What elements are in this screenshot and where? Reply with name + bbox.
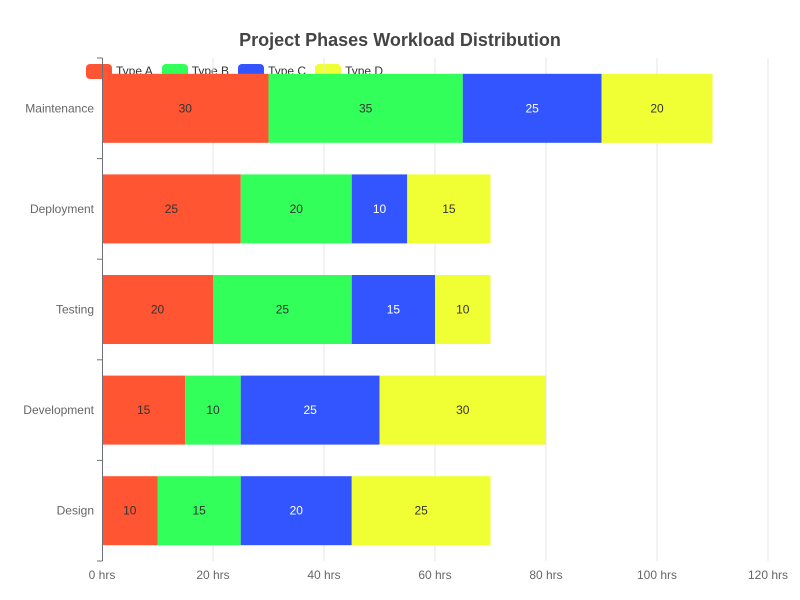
bar-segment xyxy=(379,375,546,445)
bar-segment xyxy=(351,174,408,244)
bar-segment xyxy=(601,73,713,143)
x-tick-label: 100 hrs xyxy=(637,568,677,582)
data-label: 35 xyxy=(359,101,373,115)
bar-segment xyxy=(102,476,158,546)
bar-segment xyxy=(351,476,491,546)
data-label: 10 xyxy=(123,504,137,518)
data-label: 25 xyxy=(276,303,290,317)
bar-segment xyxy=(351,275,435,344)
bar-segment xyxy=(213,275,352,344)
y-tick-label: Testing xyxy=(56,303,94,317)
bar-segment xyxy=(407,174,491,244)
data-label: 15 xyxy=(387,303,401,317)
data-label: 15 xyxy=(442,202,456,216)
data-label: 10 xyxy=(373,202,387,216)
data-label: 30 xyxy=(456,403,470,417)
data-label: 20 xyxy=(151,303,165,317)
bar-segment xyxy=(102,73,269,143)
data-label: 25 xyxy=(414,504,428,518)
data-label: 20 xyxy=(650,101,664,115)
data-label: 25 xyxy=(165,202,179,216)
bar-segment xyxy=(185,375,241,445)
bar-segment xyxy=(157,476,241,546)
x-tick-label: 120 hrs xyxy=(748,568,788,582)
data-label: 15 xyxy=(192,504,206,518)
y-tick-label: Design xyxy=(57,504,94,518)
bar-segment xyxy=(435,275,491,344)
x-tick-label: 20 hrs xyxy=(196,568,229,582)
x-tick-label: 60 hrs xyxy=(418,568,451,582)
data-label: 30 xyxy=(179,101,193,115)
bar-segment xyxy=(240,375,380,445)
data-label: 25 xyxy=(303,403,317,417)
data-label: 15 xyxy=(137,403,151,417)
y-tick-label: Development xyxy=(23,403,94,417)
data-label: 20 xyxy=(290,504,304,518)
x-tick-label: 40 hrs xyxy=(307,568,340,582)
y-tick-label: Maintenance xyxy=(25,101,94,115)
x-tick-label: 80 hrs xyxy=(529,568,562,582)
bar-segment xyxy=(240,174,352,244)
bar-segment xyxy=(102,275,213,344)
chart-title: Project Phases Workload Distribution xyxy=(239,30,561,50)
data-label: 20 xyxy=(290,202,304,216)
x-tick-label: 0 hrs xyxy=(89,568,116,582)
bar-segment xyxy=(102,174,241,244)
bar-segment xyxy=(268,73,463,143)
data-label: 10 xyxy=(206,403,220,417)
bar-segment xyxy=(240,476,352,546)
data-label: 25 xyxy=(525,101,539,115)
bar-segment xyxy=(462,73,602,143)
data-label: 10 xyxy=(456,303,470,317)
bar-segment xyxy=(102,375,186,445)
y-tick-label: Deployment xyxy=(30,202,95,216)
